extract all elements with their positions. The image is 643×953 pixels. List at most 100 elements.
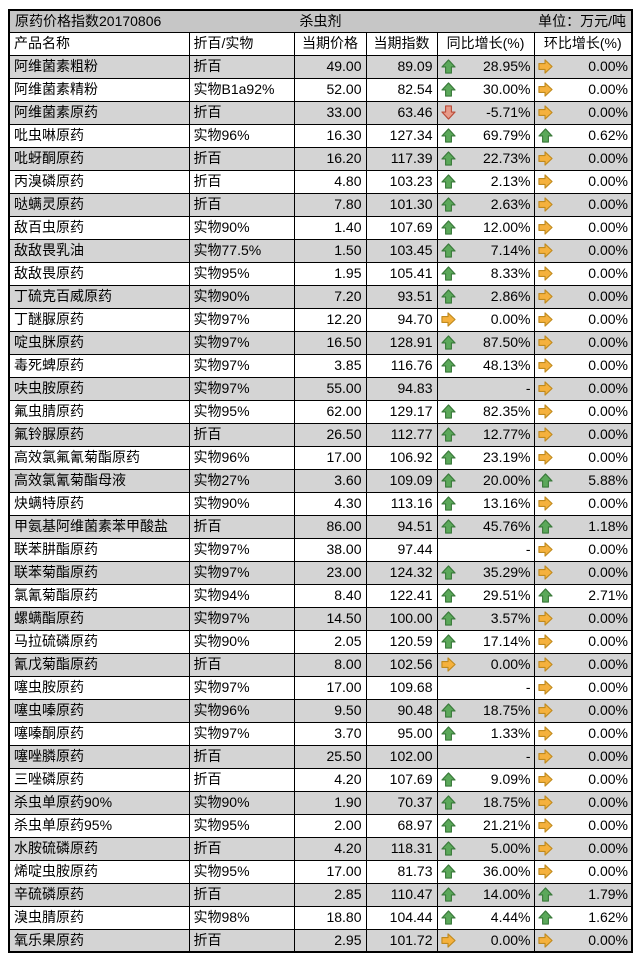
price-cell: 2.05 (293, 629, 367, 654)
yoy-cell: 8.33% (436, 261, 535, 286)
arrow-up-icon (440, 611, 456, 626)
mom-value: 0.00% (588, 931, 628, 948)
table-row: 溴虫腈原药 实物98% 18.80 104.44 4.44% 1.62% (8, 905, 633, 930)
price-cell: 2.95 (293, 928, 367, 953)
arrow-right-icon (537, 174, 553, 189)
price-cell: 17.00 (293, 445, 367, 470)
mom-value: 0.00% (588, 656, 628, 672)
yoy-value: 0.00% (490, 931, 531, 948)
price-cell: 55.00 (293, 376, 367, 401)
product-name-cell: 阿维菌素精粉 (8, 77, 190, 102)
mom-cell: 0.00% (533, 790, 633, 815)
spec-cell: 折百 (188, 100, 295, 125)
table-row: 高效氯氰菊酯母液 实物27% 3.60 109.09 20.00% 5.88% (8, 468, 633, 493)
mom-cell: 0.00% (533, 767, 633, 792)
price-cell: 3.60 (293, 468, 367, 493)
mom-value: 0.00% (588, 610, 628, 626)
arrow-right-icon (537, 312, 553, 327)
mom-cell: 0.00% (533, 192, 633, 217)
index-cell: 112.77 (365, 422, 438, 447)
spec-cell: 实物97% (188, 560, 295, 585)
product-name-cell: 吡蚜酮原药 (8, 146, 190, 171)
table-row: 氯氰菊酯原药 实物94% 8.40 122.41 29.51% 2.71% (8, 583, 633, 608)
mom-value: 0.00% (588, 633, 628, 649)
product-name-cell: 联苯菊酯原药 (8, 560, 190, 585)
spec-cell: 实物77.5% (188, 238, 295, 263)
arrow-right-icon (537, 243, 553, 258)
arrow-up-icon (440, 864, 456, 879)
mom-cell: 0.00% (533, 261, 633, 286)
yoy-value: 20.00% (483, 472, 531, 488)
arrow-up-icon (440, 427, 456, 442)
table-row: 敌敌畏乳油 实物77.5% 1.50 103.45 7.14% 0.00% (8, 238, 633, 263)
arrow-right-icon (537, 335, 553, 350)
product-name-cell: 氟虫腈原药 (8, 399, 190, 424)
mom-cell: 0.00% (533, 307, 633, 332)
index-cell: 81.73 (365, 859, 438, 884)
mom-cell: 0.00% (533, 491, 633, 516)
mom-cell: 0.00% (533, 836, 633, 861)
arrow-right-icon (537, 404, 553, 419)
index-cell: 93.51 (365, 284, 438, 309)
mom-value: 1.79% (588, 886, 628, 902)
product-name-cell: 高效氯氟氰菊酯原药 (8, 445, 190, 470)
yoy-cell: 35.29% (436, 560, 535, 585)
arrow-up-icon (537, 519, 553, 534)
yoy-value: 7.14% (490, 242, 531, 258)
table-row: 哒螨灵原药 折百 7.80 101.30 2.63% 0.00% (8, 192, 633, 217)
product-name-cell: 辛硫磷原药 (8, 882, 190, 907)
arrow-up-icon (537, 588, 553, 603)
arrow-right-icon (537, 703, 553, 718)
spec-cell: 实物90% (188, 284, 295, 309)
index-cell: 82.54 (365, 77, 438, 102)
yoy-value: 29.51% (483, 587, 531, 603)
table-row: 辛硫磷原药 折百 2.85 110.47 14.00% 1.79% (8, 882, 633, 907)
mom-value: 0.00% (588, 334, 628, 350)
table-row: 烯啶虫胺原药 实物95% 17.00 81.73 36.00% 0.00% (8, 859, 633, 884)
mom-value: 0.00% (588, 794, 628, 810)
mom-cell: 0.00% (533, 675, 633, 700)
table-row: 阿维菌素粗粉 折百 49.00 89.09 28.95% 0.00% (8, 54, 633, 79)
arrow-up-icon (537, 473, 553, 488)
yoy-value: 0.00% (490, 311, 531, 327)
arrow-up-icon (440, 634, 456, 649)
arrow-up-icon (440, 588, 456, 603)
mom-cell: 0.00% (533, 54, 633, 79)
price-cell: 16.30 (293, 123, 367, 148)
mom-value: 0.00% (588, 863, 628, 879)
yoy-value: 0.00% (490, 656, 531, 672)
arrow-up-icon (537, 887, 553, 902)
yoy-cell: 2.86% (436, 284, 535, 309)
yoy-value: 13.16% (483, 495, 531, 511)
mom-cell: 1.79% (533, 882, 633, 907)
price-cell: 12.20 (293, 307, 367, 332)
spec-cell: 实物97% (188, 376, 295, 401)
spec-cell: 实物97% (188, 307, 295, 332)
yoy-cell: 12.00% (436, 215, 535, 240)
yoy-cell: 2.63% (436, 192, 535, 217)
spec-cell: 实物B1a92% (188, 77, 295, 102)
mom-value: 0.00% (588, 380, 628, 396)
product-name-cell: 阿维菌素原药 (8, 100, 190, 125)
mom-cell: 0.00% (533, 928, 633, 953)
arrow-up-icon (440, 358, 456, 373)
index-cell: 94.83 (365, 376, 438, 401)
arrow-right-icon (537, 749, 553, 764)
arrow-up-icon (440, 887, 456, 902)
arrow-right-icon (537, 542, 553, 557)
yoy-cell: 87.50% (436, 330, 535, 355)
product-name-cell: 噻虫嗪原药 (8, 698, 190, 723)
arrow-up-icon (440, 841, 456, 856)
index-cell: 113.16 (365, 491, 438, 516)
mom-cell: 0.00% (533, 445, 633, 470)
arrow-up-icon (440, 335, 456, 350)
mom-cell: 2.71% (533, 583, 633, 608)
arrow-up-icon (440, 220, 456, 235)
product-name-cell: 敌百虫原药 (8, 215, 190, 240)
table-row: 吡蚜酮原药 折百 16.20 117.39 22.73% 0.00% (8, 146, 633, 171)
arrow-right-icon (537, 358, 553, 373)
mom-value: 0.00% (588, 81, 628, 97)
yoy-value: 3.57% (490, 610, 531, 626)
arrow-right-icon (537, 795, 553, 810)
mom-cell: 0.00% (533, 376, 633, 401)
